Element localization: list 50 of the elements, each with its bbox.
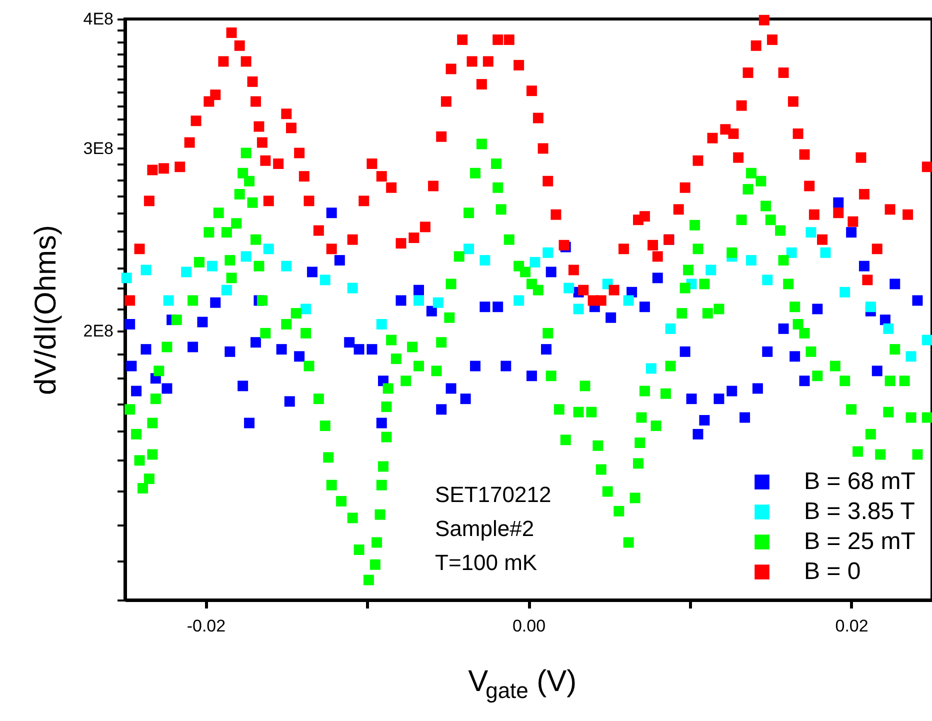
point bbox=[121, 272, 132, 284]
point bbox=[806, 227, 816, 238]
point bbox=[320, 274, 330, 286]
point bbox=[163, 295, 174, 306]
point bbox=[840, 286, 850, 298]
legend-label: B = 3.85 T bbox=[804, 498, 916, 525]
point bbox=[347, 282, 358, 294]
point bbox=[432, 297, 444, 308]
point bbox=[762, 274, 773, 286]
point bbox=[263, 244, 274, 254]
point bbox=[820, 247, 831, 258]
annotation: T=100 mK bbox=[435, 550, 538, 575]
point bbox=[786, 247, 797, 258]
point bbox=[573, 304, 584, 314]
point bbox=[623, 295, 634, 306]
point bbox=[906, 351, 916, 362]
point bbox=[922, 334, 932, 346]
point bbox=[564, 282, 574, 294]
y-tick-label: 4E8 bbox=[83, 10, 114, 28]
point bbox=[646, 363, 656, 374]
point bbox=[376, 319, 387, 330]
point bbox=[665, 323, 676, 334]
point bbox=[530, 256, 540, 268]
x-tick-label: 0.00 bbox=[512, 616, 546, 636]
point bbox=[414, 295, 424, 306]
legend-label: B = 0 bbox=[804, 558, 861, 585]
x-tick-label: -0.02 bbox=[186, 616, 226, 636]
point bbox=[706, 264, 716, 276]
point bbox=[181, 266, 192, 278]
point bbox=[746, 255, 756, 266]
point bbox=[221, 284, 232, 296]
point bbox=[542, 247, 554, 258]
annotation: Sample#2 bbox=[435, 516, 534, 541]
point bbox=[240, 251, 252, 262]
legend-label: B = 68 mT bbox=[804, 468, 916, 495]
annotation: SET170212 bbox=[435, 482, 552, 507]
point bbox=[140, 264, 152, 276]
point bbox=[281, 260, 292, 272]
legend-label: B = 25 mT bbox=[804, 528, 916, 555]
point bbox=[514, 295, 524, 306]
y-axis-title: dV/dI(Ohms) bbox=[29, 224, 62, 396]
point bbox=[883, 323, 894, 334]
point bbox=[206, 260, 218, 272]
y-tick-label: 2E8 bbox=[83, 321, 114, 340]
point bbox=[865, 302, 876, 312]
y-tick-label: 3E8 bbox=[83, 138, 114, 158]
point bbox=[300, 304, 312, 314]
point bbox=[464, 244, 474, 254]
x-tick-label: 0.02 bbox=[835, 616, 868, 636]
point bbox=[480, 255, 490, 266]
